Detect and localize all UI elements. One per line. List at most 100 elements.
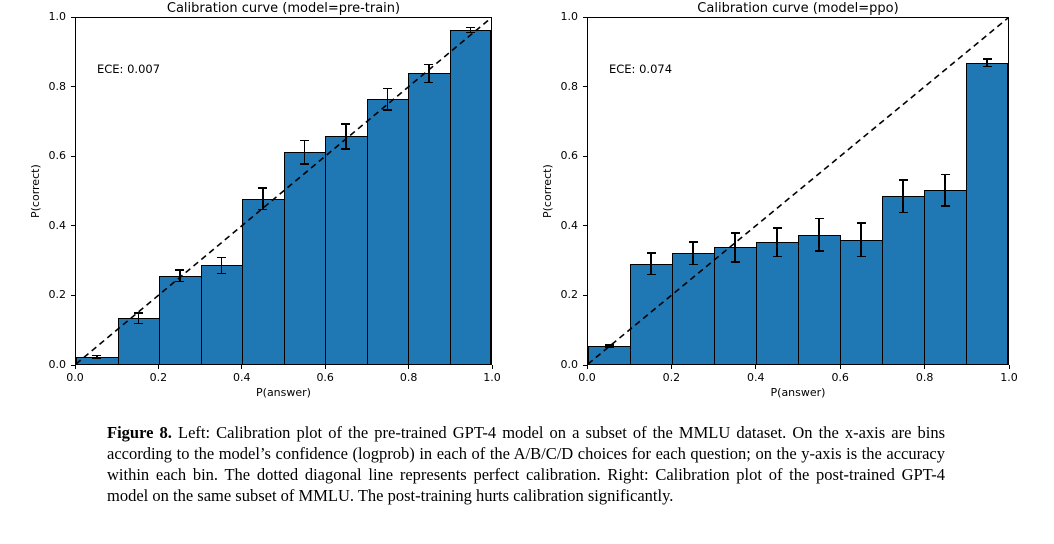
error-bar-cap <box>216 256 226 259</box>
chart-title: Calibration curve (model=pre-train) <box>166 1 401 16</box>
error-bar-line <box>692 241 694 265</box>
error-bar-cap <box>465 31 475 34</box>
x-tick-mark <box>755 365 757 369</box>
x-tick-label: 1.0 <box>1000 371 1018 384</box>
chart-title: Calibration curve (model=ppo) <box>697 1 899 16</box>
error-bar-line <box>262 188 264 210</box>
x-tick-label: 0.2 <box>149 371 168 384</box>
y-tick-mark <box>71 364 75 366</box>
histogram-bar <box>966 62 1008 364</box>
y-tick-label: 1.0 <box>48 10 67 23</box>
histogram-bar <box>756 242 799 364</box>
y-tick-mark <box>583 155 587 157</box>
y-tick-mark <box>583 86 587 88</box>
error-bar-cap <box>299 163 309 165</box>
error-bar-line <box>944 174 946 207</box>
error-bar-cap <box>814 217 824 220</box>
x-tick-mark <box>839 365 841 369</box>
ece-annotation: ECE: 0.074 <box>609 62 673 76</box>
histogram-bar <box>588 346 631 364</box>
histogram-bar <box>714 247 757 364</box>
error-bar-cap <box>898 179 908 181</box>
x-axis-label: P(answer) <box>256 386 311 399</box>
y-tick-mark <box>71 294 75 296</box>
x-tick-label: 0.8 <box>399 371 418 384</box>
error-bar-cap <box>382 87 392 90</box>
y-tick-label: 0.0 <box>48 358 67 371</box>
histogram-bar <box>449 30 491 364</box>
y-tick-label: 1.0 <box>560 10 579 23</box>
x-tick-label: 0.4 <box>233 371 251 384</box>
error-bar-cap <box>175 280 185 283</box>
y-tick-mark <box>71 225 75 227</box>
error-bar-line <box>818 218 820 252</box>
error-bar-cap <box>940 205 950 207</box>
error-bar-cap <box>982 58 992 60</box>
x-tick-label: 0.6 <box>831 371 849 384</box>
error-bar-line <box>734 232 736 262</box>
error-bar-cap <box>814 250 824 252</box>
error-bar-cap <box>856 255 866 258</box>
y-tick-mark <box>71 16 75 18</box>
histogram-bar <box>200 265 243 364</box>
x-tick-label: 0.6 <box>316 371 334 384</box>
error-bar-cap <box>646 273 656 276</box>
y-tick-label: 0.8 <box>560 79 579 93</box>
error-bar-cap <box>856 222 866 224</box>
histogram-bar <box>840 239 883 364</box>
error-bar-cap <box>604 346 614 349</box>
x-tick-mark <box>157 365 159 369</box>
x-axis-label: P(answer) <box>770 386 826 399</box>
x-tick-mark <box>408 365 410 369</box>
error-bar-cap <box>92 357 102 360</box>
histogram-bar <box>242 198 285 364</box>
error-bar-cap <box>216 272 226 275</box>
error-bar-line <box>220 257 222 274</box>
error-bar-cap <box>982 65 992 68</box>
histogram-bar <box>325 136 368 364</box>
error-bar-cap <box>133 322 143 325</box>
figure-caption-text: Left: Calibration plot of the pre-traine… <box>107 423 945 505</box>
histogram-bar <box>283 152 326 364</box>
error-bar-cap <box>688 241 698 243</box>
error-bar-cap <box>604 344 614 346</box>
calibration-chart-pretrain: Calibration curve (model=pre-train) P(co… <box>0 0 527 412</box>
x-tick-label: 0.0 <box>578 371 596 384</box>
error-bar-cap <box>424 63 434 66</box>
x-tick-mark <box>241 365 243 369</box>
y-tick-mark <box>583 16 587 18</box>
x-tick-mark <box>324 365 326 369</box>
y-tick-mark <box>71 86 75 88</box>
x-tick-mark <box>1008 365 1010 369</box>
histogram-bar <box>882 196 925 364</box>
x-tick-label: 1.0 <box>483 371 501 384</box>
y-tick-label: 0.0 <box>560 358 579 371</box>
error-bar-cap <box>940 173 950 176</box>
histogram-bar <box>117 318 160 364</box>
error-bar-line <box>303 140 305 164</box>
y-tick-label: 0.4 <box>48 218 67 232</box>
error-bar-cap <box>133 312 143 314</box>
y-tick-mark <box>583 225 587 227</box>
plot-area: ECE: 0.074 <box>587 17 1009 365</box>
histogram-bar <box>408 73 451 364</box>
y-tick-label: 0.2 <box>560 288 579 302</box>
error-bar-line <box>650 252 652 275</box>
y-tick-label: 0.4 <box>560 218 579 232</box>
error-bar-cap <box>258 187 268 189</box>
error-bar-cap <box>424 81 434 84</box>
y-tick-label: 0.8 <box>48 79 67 93</box>
error-bar-cap <box>175 269 185 271</box>
error-bar-cap <box>299 139 309 142</box>
plot-area: ECE: 0.007 <box>75 17 492 365</box>
y-axis-label: P(correct) <box>29 164 42 218</box>
y-tick-mark <box>583 364 587 366</box>
figure-caption: Figure 8. Left: Calibration plot of the … <box>107 422 945 506</box>
x-tick-mark <box>924 365 926 369</box>
calibration-chart-ppo: Calibration curve (model=ppo) P(correct)… <box>527 0 1054 412</box>
x-tick-label: 0.2 <box>662 371 681 384</box>
error-bar-cap <box>646 252 656 254</box>
error-bar-cap <box>688 263 698 266</box>
x-tick-label: 0.8 <box>915 371 934 384</box>
y-tick-label: 0.6 <box>560 149 579 163</box>
